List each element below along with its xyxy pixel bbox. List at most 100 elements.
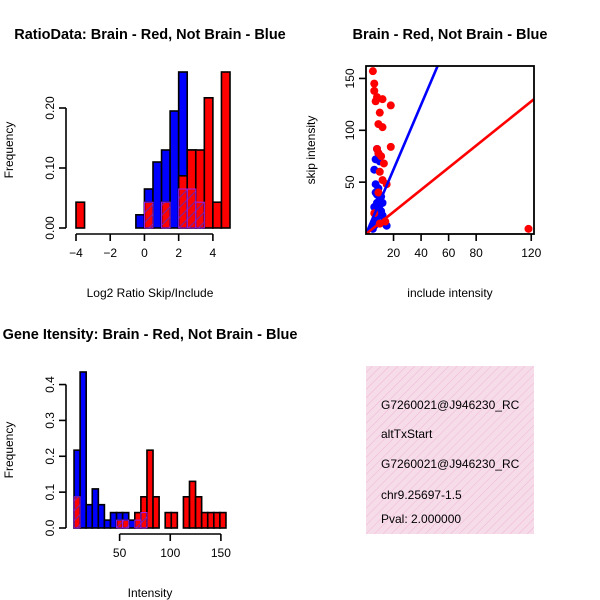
intensity-histogram-xlabel: Intensity xyxy=(128,586,173,600)
scatter-point-not-brain-11 xyxy=(378,211,387,220)
scatter-point-brain-4 xyxy=(371,97,380,106)
info-line-2: altTxStart xyxy=(381,427,433,441)
ratio-histogram-overlap-bar-3 xyxy=(186,188,197,229)
info-line-4: chr9.25697-1.5 xyxy=(381,488,462,502)
intensity-histogram-y-tick-label: 0.2 xyxy=(43,448,57,465)
intensity-histogram-bar-not-brain-2 xyxy=(85,503,94,529)
intensity-histogram-x-tick-label: 100 xyxy=(160,546,180,560)
ratio-histogram-overlap-bar-0 xyxy=(143,201,154,229)
intensity-histogram-x-tick-label: 150 xyxy=(211,546,231,560)
scatter-y-tick-label: 100 xyxy=(343,120,357,140)
intensity-histogram-bar-brain-11 xyxy=(194,495,203,529)
scatter-point-brain-12 xyxy=(377,152,386,161)
ratio-histogram-panel: RatioData: Brain - Red, Not Brain - Blue… xyxy=(2,27,286,300)
info-panel: G7260021@J946230_RC altTxStart G7260021@… xyxy=(366,366,534,534)
scatter-point-brain-2 xyxy=(370,86,379,95)
scatter-x-tick-label: 40 xyxy=(414,246,428,260)
intensity-histogram-bar-not-brain-6 xyxy=(109,511,118,529)
intensity-histogram-bar-brain-15 xyxy=(219,511,227,529)
scatter-fit-line-brain xyxy=(366,98,534,234)
ratio-histogram-x-tick-label: −2 xyxy=(103,246,117,260)
intensity-histogram-bar-not-brain-1 xyxy=(79,371,87,529)
intensity-histogram-bar-brain-5 xyxy=(146,449,154,529)
ratio-histogram-overlap-bar-4 xyxy=(195,201,205,229)
scatter-xlabel: include intensity xyxy=(407,286,492,300)
scatter-point-brain-22 xyxy=(524,224,533,233)
scatter-x-tick-label: 120 xyxy=(521,246,541,260)
ratio-histogram-x-tick-label: −4 xyxy=(69,246,83,260)
scatter-frame xyxy=(365,65,535,235)
scatter-clip xyxy=(366,66,534,234)
ratio-histogram-bar-not-brain-2 xyxy=(152,161,163,229)
info-panel-clip: G7260021@J946230_RC altTxStart G7260021@… xyxy=(381,398,520,526)
intensity-histogram-bar-brain-6 xyxy=(152,495,160,529)
scatter-panel: Brain - Red, Not Brain - Blue 20 40 60 80 12… xyxy=(304,27,547,300)
scatter-point-brain-14 xyxy=(386,142,395,151)
intensity-histogram-overlap-bar-3 xyxy=(134,519,142,529)
intensity-histogram-y-tick-label: 0.0 xyxy=(43,519,57,536)
intensity-histogram-axes: 50 100 150 0.0 0.1 0.2 0.3 0.4 xyxy=(43,376,231,560)
scatter-point-brain-5 xyxy=(378,95,387,104)
scatter-y-tick-label: 50 xyxy=(343,175,357,189)
scatter-point-brain-1 xyxy=(370,79,379,88)
ratio-histogram-axes: −4 −2 0 2 4 0.00 0.10 0.20 xyxy=(43,96,216,260)
intensity-histogram-bars xyxy=(73,371,227,529)
ratio-histogram-bar-brain-8 xyxy=(220,71,231,229)
scatter-title: Brain - Red, Not Brain - Blue xyxy=(353,27,548,43)
intensity-histogram-bar-brain-7 xyxy=(164,511,173,529)
ratio-histogram-bar-brain-0 xyxy=(75,201,86,229)
ratio-histogram-y-tick-label: 0.10 xyxy=(43,156,57,180)
scatter-x-tick-label: 80 xyxy=(469,246,483,260)
intensity-histogram-bar-brain-10 xyxy=(188,480,197,529)
scatter-point-brain-0 xyxy=(368,67,377,76)
ratio-histogram-ylabel: Frequency xyxy=(2,122,16,179)
scatter-x-tick-label: 60 xyxy=(442,246,456,260)
ratio-histogram-y-tick-label: 0.00 xyxy=(43,216,57,240)
intensity-histogram-y-tick-label: 0.3 xyxy=(43,412,57,429)
ratio-histogram-bar-brain-6 xyxy=(203,97,214,229)
scatter-point-brain-18 xyxy=(374,188,383,197)
intensity-histogram-y-tick-label: 0.1 xyxy=(43,483,57,500)
scatter-x-tick-label: 20 xyxy=(387,246,401,260)
intensity-histogram-ylabel: Frequency xyxy=(2,422,16,479)
scatter-y-tick-label: 150 xyxy=(343,68,357,88)
info-panel-background xyxy=(366,366,534,534)
intensity-histogram-overlap-bar-1 xyxy=(116,519,124,529)
intensity-histogram-panel: Gene Itensity: Brain - Red, Not Brain - … xyxy=(2,327,297,600)
intensity-histogram-title: Gene Itensity: Brain - Red, Not Brain - … xyxy=(3,327,298,343)
info-line-1: G7260021@J946230_RC xyxy=(381,398,520,412)
ratio-histogram-bars xyxy=(75,71,231,229)
intensity-histogram-bar-not-brain-5 xyxy=(103,519,112,529)
scatter-point-brain-15 xyxy=(375,167,384,176)
intensity-histogram-overlap-bar-4 xyxy=(140,512,148,529)
intensity-histogram-bar-brain-13 xyxy=(206,511,215,529)
ratio-histogram-title: RatioData: Brain - Red, Not Brain - Blue xyxy=(14,27,286,43)
ratio-histogram-xlabel: Log2 Ratio Skip/Include xyxy=(87,286,214,300)
intensity-histogram-bar-brain-8 xyxy=(170,511,179,529)
intensity-histogram-x-tick-label: 50 xyxy=(113,546,127,560)
ratio-histogram-bar-not-brain-0 xyxy=(135,214,146,229)
ratio-histogram-x-tick-label: 2 xyxy=(175,246,182,260)
intensity-histogram-bar-not-brain-4 xyxy=(97,503,106,529)
intensity-histogram-bar-brain-14 xyxy=(213,511,221,529)
ratio-histogram-x-tick-label: 0 xyxy=(141,246,148,260)
ratio-histogram-y-tick-label: 0.20 xyxy=(43,96,57,120)
intensity-histogram-y-tick-label: 0.4 xyxy=(43,376,57,393)
intensity-histogram-bar-not-brain-3 xyxy=(91,488,100,529)
intensity-histogram-overlap-bar-2 xyxy=(122,519,130,529)
intensity-histogram-bar-not-brain-9 xyxy=(127,519,136,529)
scatter-point-not-brain-20 xyxy=(371,180,380,189)
intensity-histogram-bar-brain-9 xyxy=(182,495,191,529)
ratio-histogram-x-tick-label: 4 xyxy=(210,246,217,260)
scatter-point-brain-13 xyxy=(379,159,388,168)
ratio-histogram-bar-brain-7 xyxy=(212,201,223,229)
info-line-3: G7260021@J946230_RC xyxy=(381,457,520,471)
ratio-histogram-bar-not-brain-4 xyxy=(169,110,180,229)
scatter-fit-line-not-brain xyxy=(366,66,439,234)
scatter-point-brain-6 xyxy=(386,101,395,110)
intensity-histogram-overlap-bar-0 xyxy=(73,496,81,529)
ratio-histogram-overlap-bar-2 xyxy=(178,188,188,229)
scatter-plot-area: 20 40 60 80 120 50 100 150 xyxy=(343,65,542,260)
scatter-ylabel: skip intensity xyxy=(304,116,318,185)
